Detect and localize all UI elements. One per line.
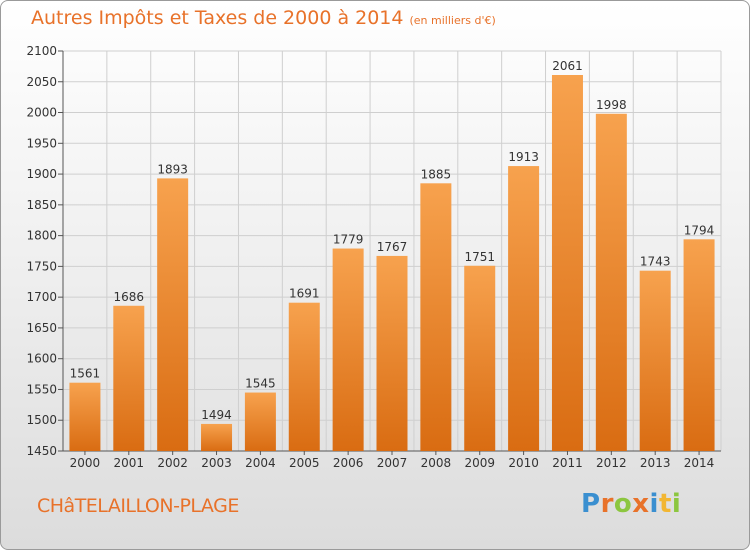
bar bbox=[551, 75, 583, 451]
bar-value-label: 1998 bbox=[596, 98, 627, 112]
x-tick-label: 2007 bbox=[377, 456, 408, 470]
x-tick-label: 2003 bbox=[201, 456, 232, 470]
bar bbox=[244, 392, 276, 451]
x-tick-label: 2001 bbox=[114, 456, 145, 470]
x-tick-label: 2010 bbox=[508, 456, 539, 470]
bar bbox=[201, 423, 233, 451]
x-tick-label: 2011 bbox=[552, 456, 583, 470]
y-tick-label: 1950 bbox=[26, 136, 57, 150]
x-tick-label: 2000 bbox=[70, 456, 101, 470]
y-tick-label: 2000 bbox=[26, 106, 57, 120]
bar-value-label: 1779 bbox=[333, 233, 364, 247]
chart-unit: (en milliers d'€) bbox=[409, 14, 496, 27]
bars bbox=[69, 75, 715, 452]
y-tick-label: 1750 bbox=[26, 259, 57, 273]
x-tick-label: 2014 bbox=[684, 456, 715, 470]
y-tick-label: 1700 bbox=[26, 290, 57, 304]
x-tick-label: 2012 bbox=[596, 456, 627, 470]
x-tick-label: 2006 bbox=[333, 456, 364, 470]
logo-letter: i bbox=[649, 489, 659, 519]
y-tick-label: 2050 bbox=[26, 75, 57, 89]
bar-value-label: 1794 bbox=[684, 223, 715, 237]
logo-letter: i bbox=[671, 489, 682, 519]
bar-value-label: 1743 bbox=[640, 255, 671, 269]
logo-letter: x bbox=[632, 489, 650, 519]
bar bbox=[595, 113, 627, 452]
bar bbox=[639, 270, 671, 451]
logo-letter: r bbox=[600, 489, 614, 519]
bar-value-label: 1686 bbox=[114, 290, 145, 304]
logo-letter: P bbox=[581, 489, 601, 519]
y-tick-label: 1850 bbox=[26, 198, 57, 212]
x-tick-label: 2008 bbox=[421, 456, 452, 470]
x-tick-label: 2005 bbox=[289, 456, 320, 470]
bar-value-label: 1751 bbox=[464, 250, 495, 264]
bar-value-label: 2061 bbox=[552, 59, 583, 73]
bar bbox=[69, 382, 101, 451]
value-labels: 1561 1686 1893 1494 1545 1691 1779 1767 1885 1751… bbox=[70, 59, 715, 422]
bar-value-label: 1545 bbox=[245, 377, 276, 391]
bar bbox=[683, 239, 715, 451]
x-tick-label: 2009 bbox=[464, 456, 495, 470]
y-tick-label: 1450 bbox=[26, 444, 57, 458]
y-tick-label: 1600 bbox=[26, 352, 57, 366]
x-tick-label: 2002 bbox=[157, 456, 188, 470]
y-tick-label: 1650 bbox=[26, 321, 57, 335]
bar-value-label: 1767 bbox=[377, 240, 408, 254]
x-tick-label: 2013 bbox=[640, 456, 671, 470]
bar-value-label: 1494 bbox=[201, 408, 232, 422]
bar bbox=[288, 302, 320, 451]
city-name: CHâTELAILLON-PLAGE bbox=[37, 495, 239, 517]
chart-title: Autres Impôts et Taxes de 2000 à 2014 bbox=[31, 7, 404, 29]
bar-value-label: 1691 bbox=[289, 287, 320, 301]
y-tick-label: 1900 bbox=[26, 167, 57, 181]
bar-value-label: 1561 bbox=[70, 367, 101, 381]
y-tick-label: 1500 bbox=[26, 413, 57, 427]
y-tick-label: 1550 bbox=[26, 382, 57, 396]
bar bbox=[157, 178, 189, 451]
x-tick-label: 2004 bbox=[245, 456, 276, 470]
bar-value-label: 1893 bbox=[157, 162, 188, 176]
chart-title-block: Autres Impôts et Taxes de 2000 à 2014 (en… bbox=[31, 7, 496, 29]
logo-letter: t bbox=[658, 489, 672, 519]
y-tick-label: 1800 bbox=[26, 229, 57, 243]
logo-letter: o bbox=[613, 489, 633, 519]
bar bbox=[508, 166, 540, 452]
tick-labels: 1450 1500 1550 1600 1650 1700 1750 1800 1850 1900… bbox=[26, 44, 714, 470]
bar-value-label: 1913 bbox=[508, 150, 539, 164]
bar-value-label: 1885 bbox=[421, 167, 452, 181]
bar bbox=[332, 248, 364, 451]
bar bbox=[113, 305, 145, 451]
bar bbox=[464, 265, 496, 451]
proxiti-logo: Proxiti bbox=[581, 489, 681, 519]
y-tick-label: 2100 bbox=[26, 44, 57, 58]
bar bbox=[376, 255, 408, 451]
bar bbox=[420, 183, 452, 452]
